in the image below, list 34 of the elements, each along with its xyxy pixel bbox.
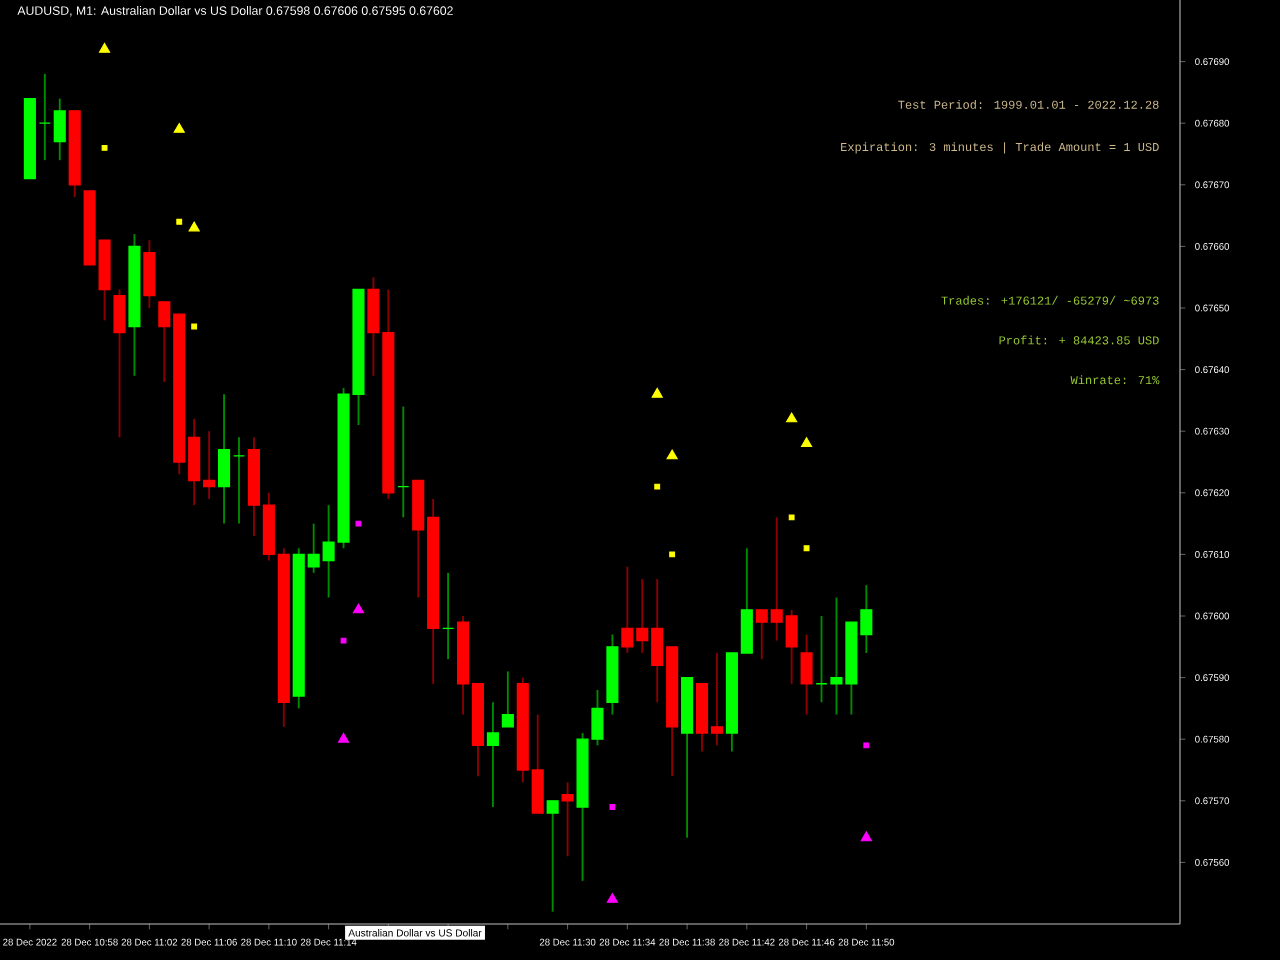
candlestick (546, 799, 559, 913)
point (803, 545, 810, 552)
candlestick (143, 239, 156, 309)
candlestick (232, 436, 246, 525)
point (101, 144, 108, 151)
point (860, 831, 872, 842)
point (651, 387, 663, 398)
candlestick (113, 288, 126, 439)
candlestick (501, 670, 514, 728)
point (786, 412, 798, 423)
candlestick (800, 633, 813, 716)
point (98, 42, 111, 53)
point (606, 892, 619, 903)
point (176, 218, 183, 225)
candlestick (442, 571, 455, 661)
point (337, 732, 350, 743)
point (188, 221, 200, 232)
point (800, 437, 813, 447)
point (666, 449, 678, 460)
point (654, 483, 661, 490)
point (173, 122, 185, 133)
candlestick (486, 701, 499, 808)
point (863, 742, 870, 749)
candlestick (397, 405, 410, 519)
candlestick (53, 97, 66, 162)
point (788, 514, 795, 521)
point (609, 804, 616, 810)
candlestick (218, 393, 231, 525)
point (355, 520, 362, 527)
point (352, 603, 365, 614)
point (191, 323, 198, 330)
point (669, 551, 676, 558)
candlestick (561, 781, 574, 858)
point (340, 637, 347, 644)
